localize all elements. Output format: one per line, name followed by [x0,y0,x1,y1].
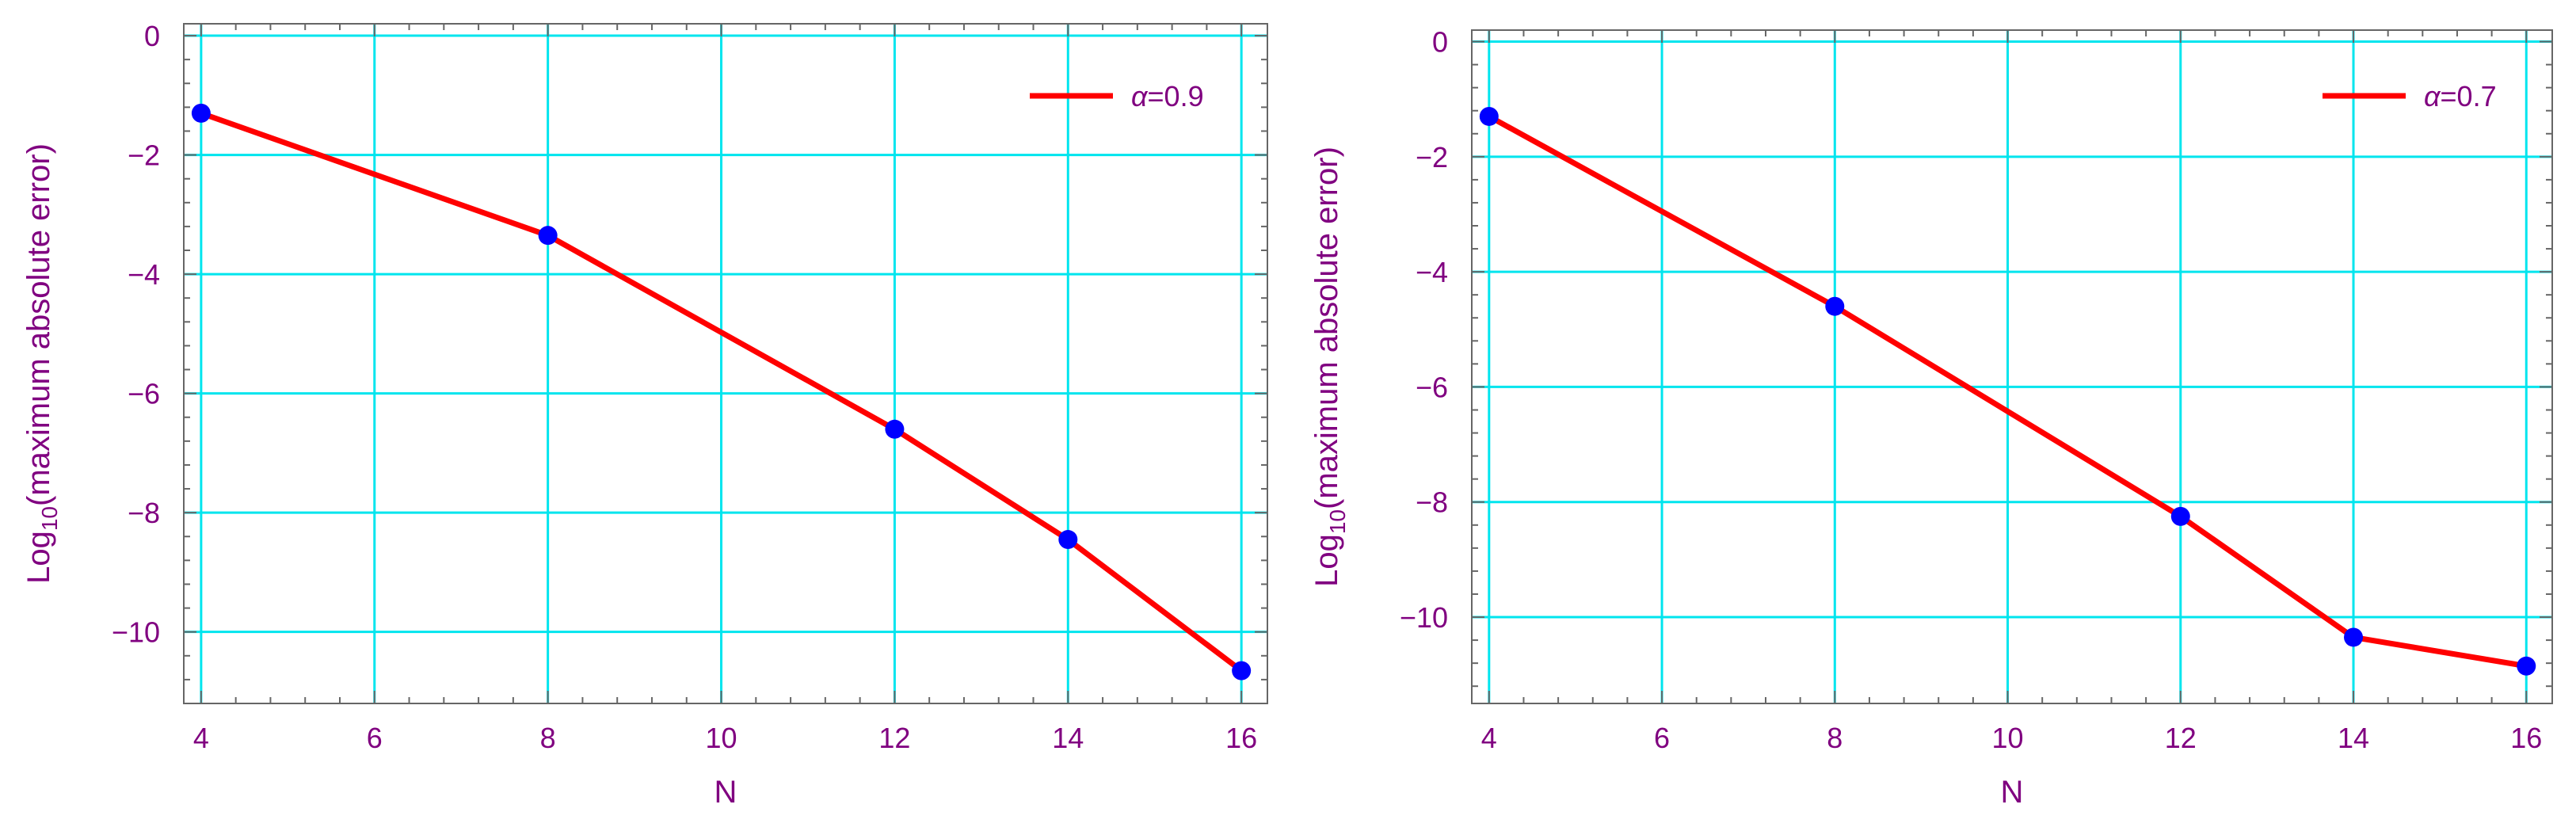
y-axis-label: Log10(maximum absolute error) [21,143,62,584]
y-axis-label-main: Log [21,531,56,584]
y-tick-label: −2 [128,139,160,172]
x-axis-label: N [714,775,737,810]
data-point [885,419,905,439]
x-tick-label: 14 [1052,722,1084,754]
y-tick-label: −10 [112,616,160,649]
y-axis-label-subscript: 10 [1325,509,1350,534]
x-tick-label: 12 [878,722,910,754]
x-tick-label: 6 [1654,722,1670,754]
legend-label-value: =0.9 [1148,80,1204,112]
y-tick-label: −8 [128,497,160,529]
legend-label: α=0.7 [2424,80,2497,112]
data-point [2517,656,2536,676]
legend-label-symbol: α [1131,80,1149,112]
y-tick-label: −4 [1416,256,1448,288]
x-tick-label: 4 [1481,722,1497,754]
y-tick-label: −8 [1416,486,1448,519]
data-point [538,226,558,246]
y-tick-label: −10 [1400,601,1448,634]
legend: α=0.9 [1030,80,1204,112]
y-tick-label: −2 [1416,141,1448,173]
plot-frame [1471,29,2553,704]
data-point [191,103,211,123]
x-tick-label: 16 [2510,722,2542,754]
data-point [1479,106,1499,126]
y-axis-label-rest: (maximum absolute error) [21,143,56,506]
y-tick-label: −6 [1416,371,1448,403]
legend-label-symbol: α [2424,80,2441,112]
legend: α=0.7 [2323,80,2497,112]
x-tick-label: 10 [706,722,737,754]
x-tick-label: 10 [1992,722,2024,754]
y-tick-label: −6 [128,378,160,410]
y-axis-label-rest: (maximum absolute error) [1309,147,1344,509]
y-axis-label-main: Log [1309,534,1344,587]
data-point [2170,506,2190,526]
y-tick-label: −4 [128,258,160,291]
data-point [1058,530,1078,550]
data-point [1232,661,1252,680]
y-axis-label-subscript: 10 [37,506,62,531]
y-tick-label: 0 [1432,26,1448,59]
plot-frame [183,23,1268,704]
y-tick-label: 0 [144,20,160,52]
x-tick-label: 14 [2338,722,2369,754]
x-axis-label: N [2001,775,2024,810]
x-tick-label: 16 [1225,722,1257,754]
data-point [2344,627,2364,647]
legend-label-value: =0.7 [2441,80,2497,112]
legend-label: α=0.9 [1131,80,1204,112]
x-tick-label: 4 [193,722,209,754]
x-tick-label: 8 [540,722,556,754]
x-tick-label: 12 [2165,722,2197,754]
x-tick-label: 8 [1827,722,1842,754]
data-point [1825,296,1845,316]
y-axis-label: Log10(maximum absolute error) [1309,147,1350,587]
x-tick-label: 6 [367,722,383,754]
